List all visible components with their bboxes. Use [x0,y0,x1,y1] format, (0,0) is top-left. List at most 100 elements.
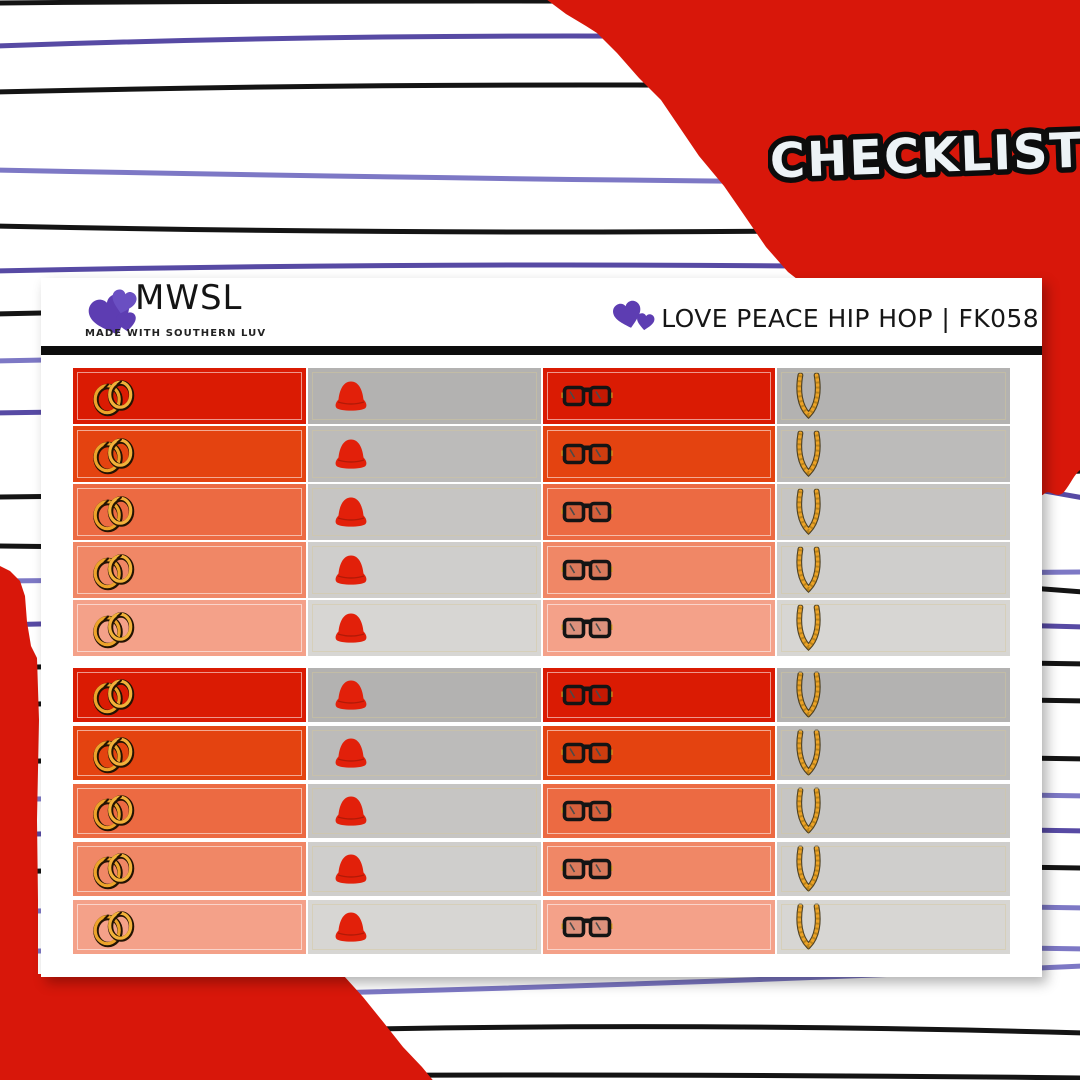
checklist-cell-hoop-earrings [73,726,306,780]
checklist-row [73,726,1010,780]
splash-top-right [547,0,1080,496]
square-glasses-icon [561,741,613,765]
checklist-cell-gold-chain [777,726,1010,780]
square-glasses-icon [561,683,613,707]
hoop-earrings-icon [88,432,140,476]
bucket-hat-icon [331,851,371,888]
checklist-row [73,668,1010,722]
checklist-cell-bucket-hat [307,426,541,482]
checklist-row [73,784,1010,838]
checklist-cell-bucket-hat [307,600,541,656]
checklist-cell-gold-chain [777,542,1010,598]
square-glasses-icon [561,442,613,466]
checklist-cell-gold-chain [777,784,1010,838]
checklist-cell-bucket-hat [307,484,541,540]
checklist-cell-hoop-earrings [73,368,306,424]
gold-chain-icon [795,488,822,536]
hoop-earrings-icon [88,374,140,418]
gold-chain-icon [795,604,822,652]
brand-tagline: MADE WITH SOUTHERN LUV [85,328,267,339]
checklist-cell-hoop-earrings [73,600,306,656]
hoop-earrings-icon [88,548,140,592]
square-glasses-icon [561,857,613,881]
hoop-earrings-icon [88,905,140,949]
gold-chain-icon [795,729,822,777]
checklist-cell-bucket-hat [307,726,541,780]
hoop-earrings-icon [88,490,140,534]
checklist-cell-square-glasses [542,726,776,780]
checklist-row [73,484,1010,540]
checklist-row [73,426,1010,482]
checklist-row [73,900,1010,954]
square-glasses-icon [561,500,613,524]
checklist-cell-square-glasses [542,542,776,598]
gold-chain-icon [795,845,822,893]
gold-chain-icon [795,372,822,420]
checklist-cell-square-glasses [542,784,776,838]
hoop-earrings-icon [88,673,140,717]
checklist-cell-gold-chain [777,900,1010,954]
checklist-cell-bucket-hat [307,842,541,896]
checklist-cell-gold-chain [777,600,1010,656]
checklist-row [73,542,1010,598]
checklist-cell-gold-chain [777,368,1010,424]
checklist-cell-bucket-hat [307,368,541,424]
square-glasses-icon [561,799,613,823]
checklist-cell-hoop-earrings [73,900,306,954]
checklist-row [73,368,1010,424]
square-glasses-icon [561,616,613,640]
checklist-cell-gold-chain [777,426,1010,482]
bucket-hat-icon [331,436,371,473]
header-divider-bar [41,346,1042,355]
checklist-cell-hoop-earrings [73,484,306,540]
checklist-cell-hoop-earrings [73,426,306,482]
splash-bottom-left [0,566,433,1080]
gold-chain-icon [795,430,822,478]
checklist-row [73,600,1010,656]
checklist-cell-hoop-earrings [73,784,306,838]
square-glasses-icon [561,915,613,939]
brand-logo: MWSL MADE WITH SOUTHERN LUV [83,278,313,348]
hoop-earrings-icon [88,847,140,891]
checklist-cell-gold-chain [777,484,1010,540]
checklist-cell-hoop-earrings [73,542,306,598]
bucket-hat-icon [331,793,371,830]
bucket-hat-icon [331,735,371,772]
checklist-cell-hoop-earrings [73,668,306,722]
checklist-cell-gold-chain [777,842,1010,896]
bucket-hat-icon [331,909,371,946]
checklist-cell-square-glasses [542,600,776,656]
gold-chain-icon [795,787,822,835]
gold-chain-icon [795,546,822,594]
square-glasses-icon [561,384,613,408]
hoop-earrings-icon [88,789,140,833]
bucket-hat-icon [331,494,371,531]
checklist-group [73,668,1010,954]
hoop-earrings-icon [88,731,140,775]
checklist-cell-bucket-hat [307,784,541,838]
checklist-cell-square-glasses [542,426,776,482]
title-hearts-icon [605,300,657,336]
checklist-badge: CHECKLIST [768,117,1080,195]
checklist-cell-square-glasses [542,368,776,424]
bucket-hat-icon [331,677,371,714]
square-glasses-icon [561,558,613,582]
checklist-cell-bucket-hat [307,900,541,954]
brand-name: MWSL [135,278,243,318]
checklist-badge-text: CHECKLIST [769,123,1080,190]
sheet-title: LOVE PEACE HIP HOP | FK058 [661,303,1039,333]
gold-chain-icon [795,671,822,719]
checklist-cell-gold-chain [777,668,1010,722]
bucket-hat-icon [331,610,371,647]
checklist-cell-bucket-hat [307,542,541,598]
sheet-title-block: LOVE PEACE HIP HOP | FK058 [605,300,1039,336]
checklist-row [73,842,1010,896]
bucket-hat-icon [331,378,371,415]
checklist-groups [73,368,1010,958]
sticker-sheet: MWSL MADE WITH SOUTHERN LUV LOVE PEACE H… [41,278,1042,977]
hoop-earrings-icon [88,606,140,650]
checklist-cell-square-glasses [542,900,776,954]
checklist-cell-square-glasses [542,842,776,896]
